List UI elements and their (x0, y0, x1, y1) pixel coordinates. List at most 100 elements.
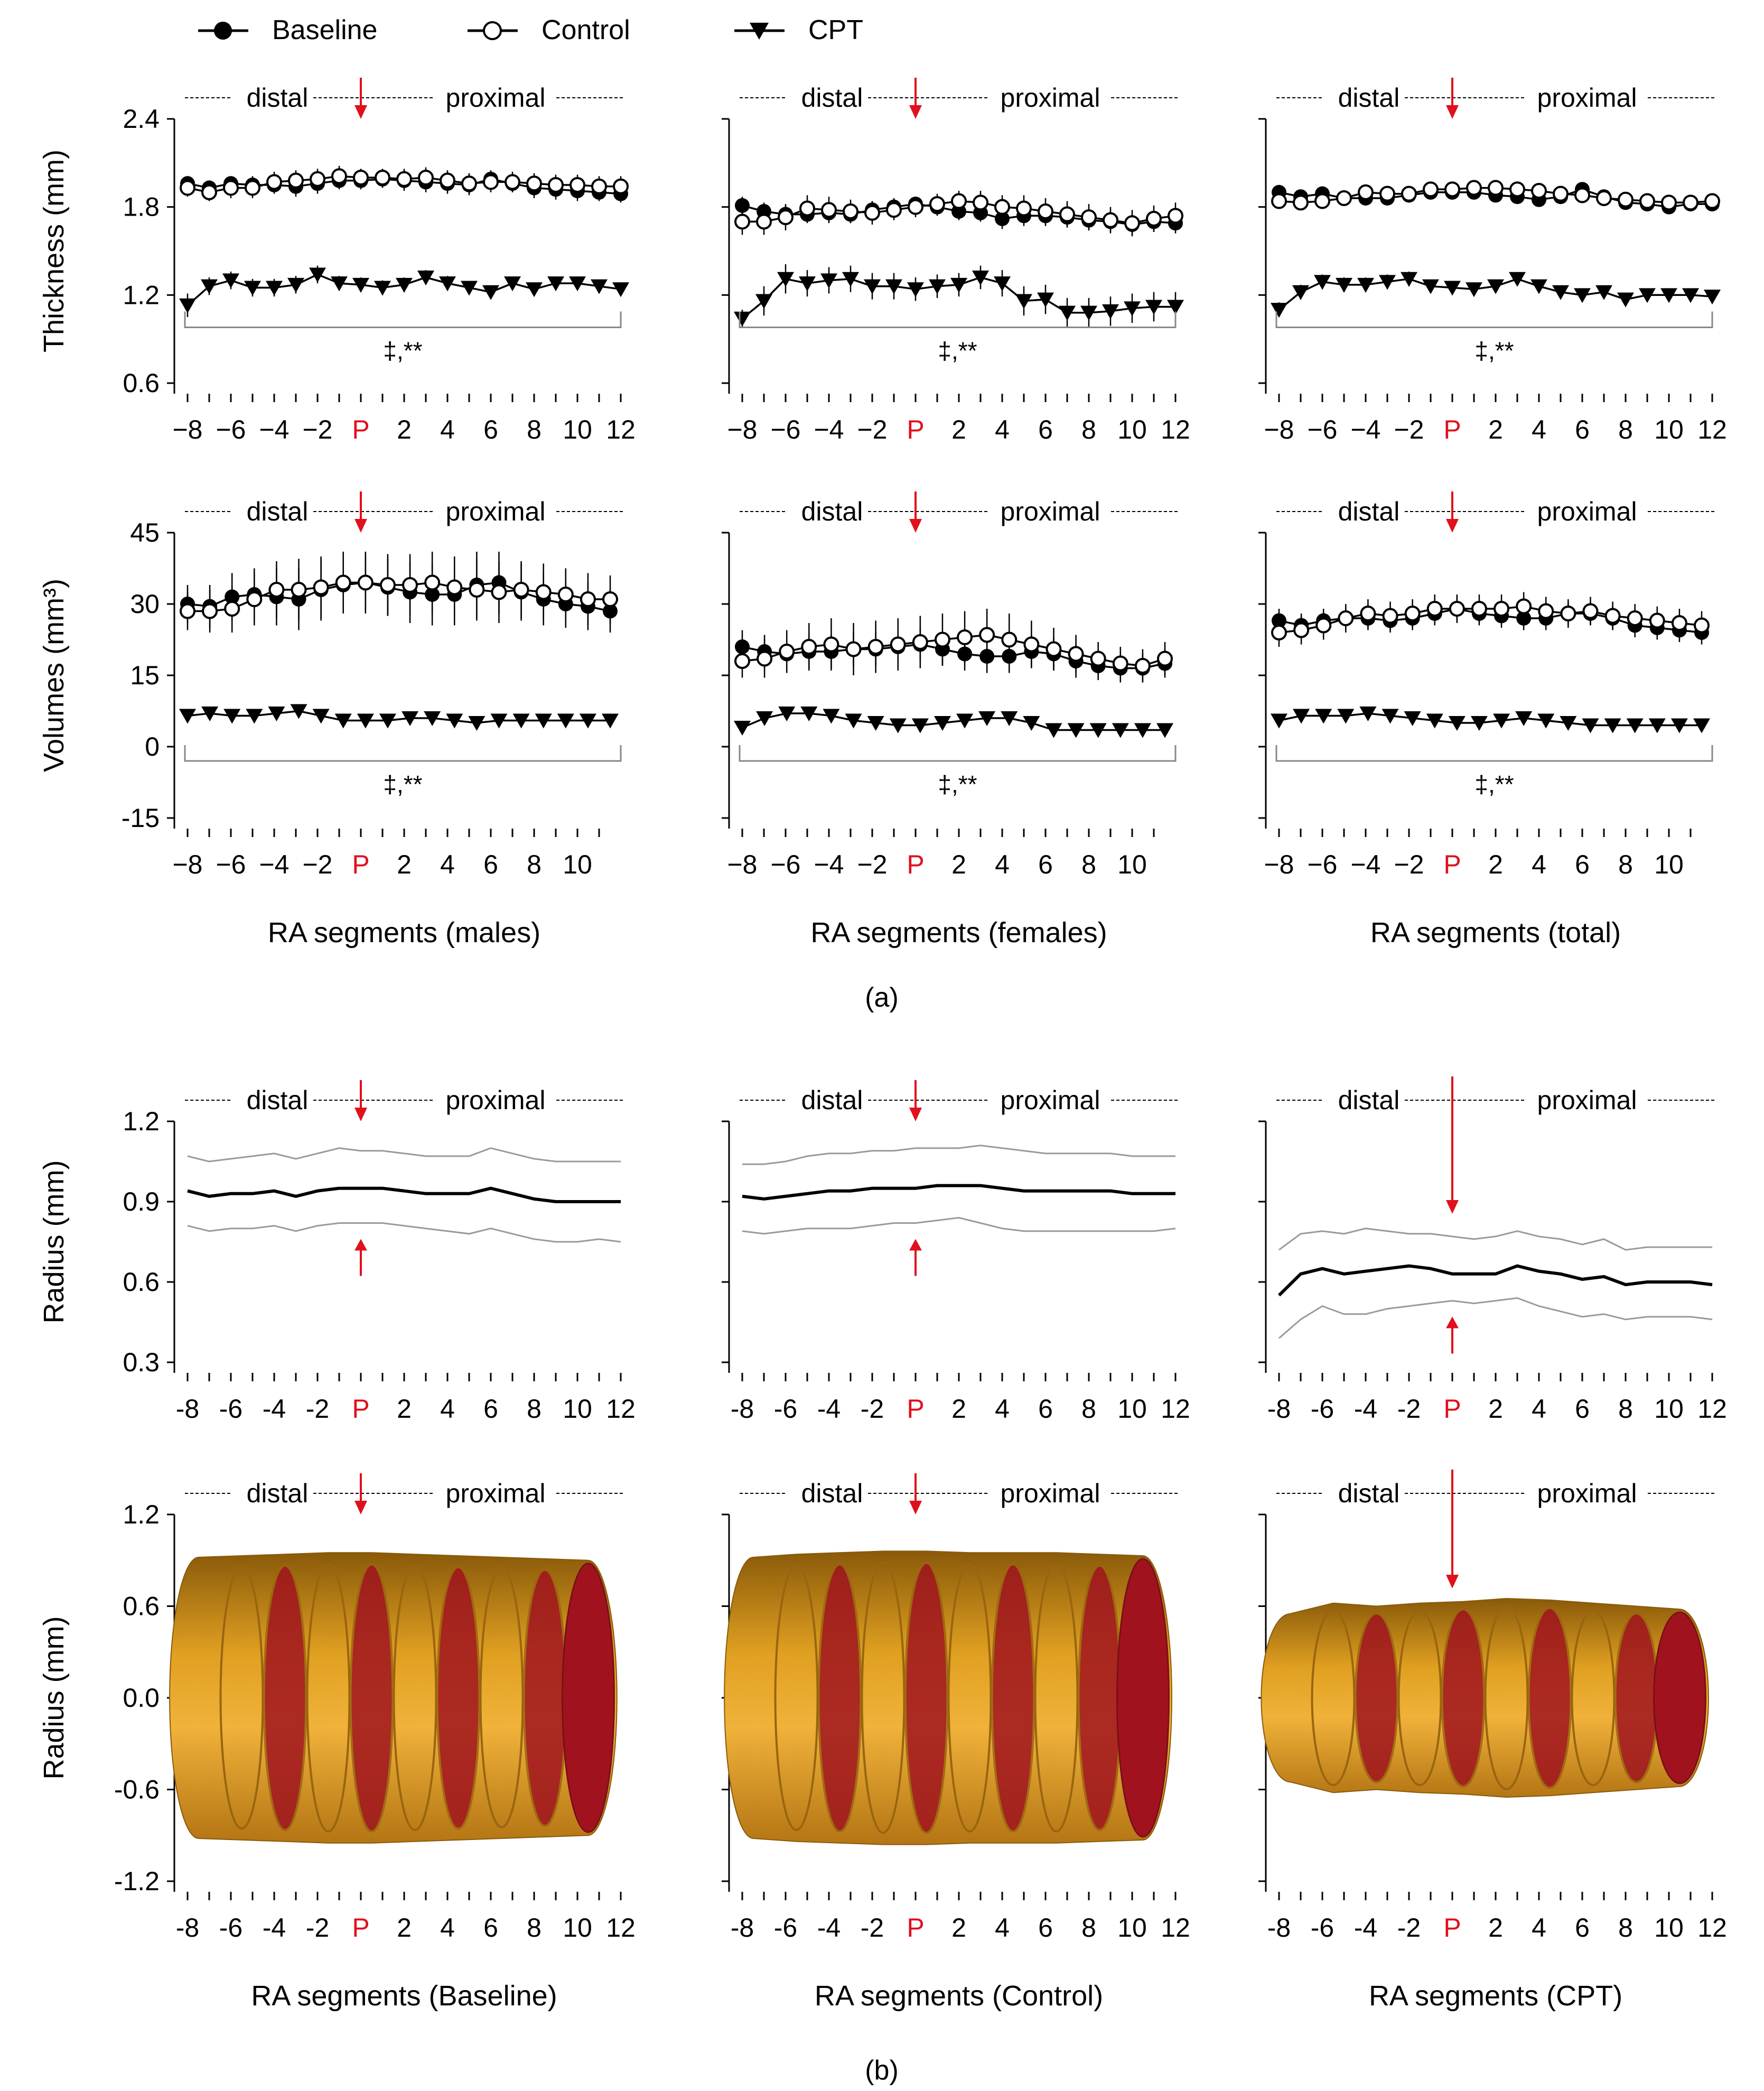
x-tick-label: -8 (1267, 1913, 1291, 1943)
cpt-point (535, 713, 552, 729)
cpt-point (1379, 275, 1396, 290)
x-tick-label: -2 (861, 1394, 884, 1424)
cpt-point (799, 276, 816, 292)
x-tick-label: 12 (1697, 1394, 1727, 1424)
cpt-point (1470, 716, 1488, 731)
cpt-point (547, 276, 564, 292)
panel-label-a: (a) (865, 982, 899, 1013)
cpt-point (244, 281, 261, 296)
control-point (375, 170, 390, 186)
y-tick-label: 0.0 (123, 1683, 160, 1713)
control-point (201, 184, 217, 200)
cpt-point (417, 271, 434, 285)
x-tick-label: 4 (995, 1394, 1010, 1424)
vessel-ring (1527, 1606, 1572, 1789)
control-point (1124, 215, 1140, 231)
cpt-point (512, 713, 530, 729)
chart-tube-control: -8 -6 -4 -2 P 2 4 6 8 10 12 RA segments (Control) di… (722, 1473, 1190, 2012)
cpt-point (1574, 288, 1591, 303)
p-up-arrow-head (909, 1239, 922, 1251)
proximal-label: proximal (1537, 497, 1637, 526)
mean-line (1277, 1264, 1713, 1297)
control-point (734, 653, 750, 669)
p-arrow-head (909, 1501, 922, 1514)
x-tick-label: 12 (606, 415, 636, 444)
proximal-label: proximal (446, 1479, 546, 1508)
x-tick-label: 10 (1654, 415, 1684, 444)
cpt-point (334, 713, 352, 729)
cpt-point (557, 713, 574, 729)
control-point (757, 650, 773, 667)
cpt-point (309, 267, 326, 283)
x-tick-label: 12 (1161, 415, 1190, 444)
cpt-point (1582, 718, 1599, 733)
cpt-point (1560, 716, 1577, 731)
control-point (202, 603, 218, 619)
significance-bracket (1275, 311, 1713, 328)
cpt-point (179, 298, 196, 313)
proximal-label: proximal (1001, 1085, 1100, 1115)
cpt-point (591, 279, 608, 294)
cpt-point (1448, 716, 1466, 731)
x-axis-label: RA segments (males) (268, 917, 540, 949)
x-tick-label: −6 (770, 850, 800, 879)
control-point (1068, 646, 1084, 662)
p-arrow-head (354, 519, 367, 533)
y-tick-label: 2.4 (123, 104, 160, 134)
x-tick-label: 12 (1697, 415, 1727, 444)
control-point (1314, 193, 1330, 209)
x-tick-label: 2 (1488, 1913, 1503, 1943)
panel-label-b: (b) (865, 2055, 899, 2086)
control-point (908, 199, 923, 215)
chart-thk-total: −8 −6 −4 −2 P 2 4 6 8 10 12 distal proximal ‡,** (1258, 78, 1727, 444)
x-tick-label: 8 (1618, 850, 1633, 879)
x-tick-label: 4 (440, 1394, 455, 1424)
significance-bracket (1275, 745, 1713, 762)
x-axis-label: RA segments (females) (810, 917, 1107, 949)
cpt-point (1487, 279, 1504, 294)
x-tick-label: −2 (302, 850, 332, 879)
x-tick-label: 4 (1532, 1913, 1546, 1943)
control-point (418, 170, 434, 186)
control-point (246, 591, 263, 607)
cpt-point (1509, 272, 1526, 287)
cpt-point (579, 713, 596, 729)
x-tick-label: 2 (951, 1913, 966, 1943)
control-point (1379, 185, 1395, 202)
cpt-point (1444, 281, 1461, 296)
y-tick-label: 1.2 (123, 280, 160, 310)
x-tick-label: 4 (440, 415, 455, 444)
distal-label: distal (1338, 83, 1400, 113)
cpt-point (1670, 718, 1688, 733)
y-axis-label: Volumes (mm³) (38, 579, 70, 772)
p-arrow-head (909, 519, 922, 533)
x-tick-label: 6 (483, 850, 498, 879)
y-axis-label: Radius (mm) (38, 1160, 70, 1323)
control-point (756, 213, 772, 230)
vessel-lumen (1653, 1611, 1706, 1785)
proximal-label: proximal (446, 83, 546, 113)
cpt-point (929, 279, 946, 294)
x-tick-label: 12 (606, 1913, 636, 1943)
control-point (1649, 612, 1665, 629)
x-tick-label: 10 (563, 1394, 592, 1424)
control-point (1038, 203, 1053, 219)
x-tick-label: P (352, 1394, 369, 1424)
control-point (1531, 183, 1547, 199)
cpt-point (612, 282, 629, 298)
distal-label: distal (801, 497, 863, 526)
control-point (1553, 185, 1569, 202)
cpt-point (1293, 709, 1310, 724)
control-point (526, 175, 542, 192)
p-arrow-head (909, 1108, 922, 1121)
x-tick-label: 2 (397, 850, 412, 879)
cpt-point (1080, 305, 1097, 321)
control-point (1683, 194, 1698, 211)
cpt-point (1089, 723, 1107, 738)
legend-control: Control (468, 15, 630, 45)
cpt-point (1124, 301, 1141, 317)
control-point (291, 582, 307, 598)
cpt-point (1059, 305, 1076, 321)
control-point (951, 193, 967, 209)
legend-baseline: Baseline (198, 15, 377, 45)
